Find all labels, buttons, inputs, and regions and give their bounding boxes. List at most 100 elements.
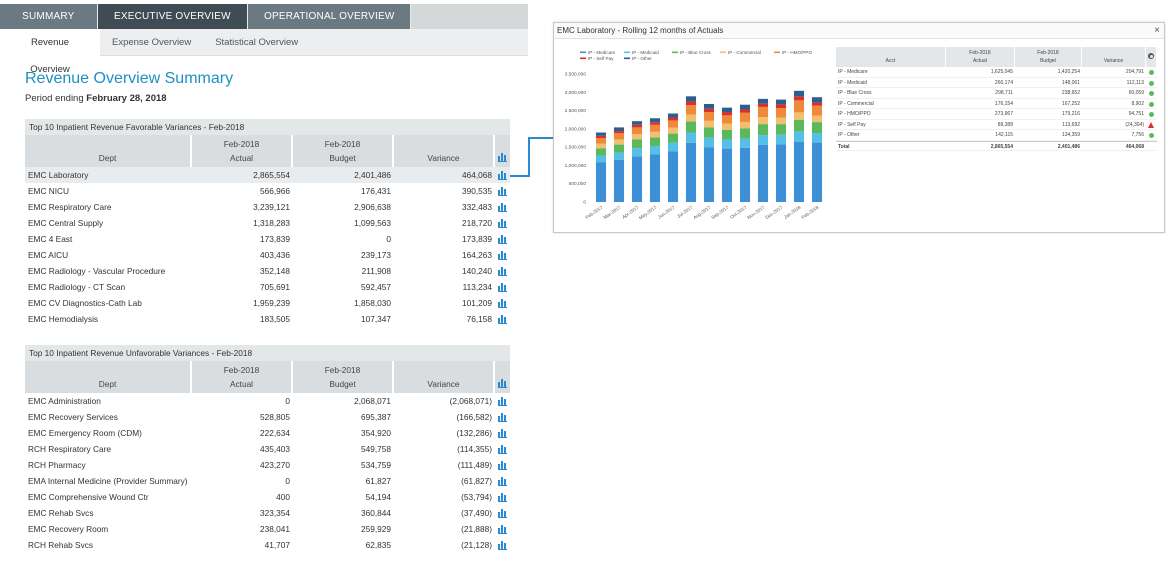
x-tick-label: Jun-2017 [657, 204, 676, 219]
bar-chart-icon[interactable] [498, 509, 507, 518]
table-row[interactable]: EMC Comprehensive Wound Ctr 400 54,194 (53,… [25, 489, 510, 505]
bar-chart-icon[interactable] [498, 171, 507, 180]
bar-chart-icon[interactable] [498, 413, 507, 422]
table-row[interactable]: RCH Respiratory Care 435,403 549,758 (114,3… [25, 441, 510, 457]
bar-chart-icon[interactable] [498, 541, 507, 550]
table-row[interactable]: EMC Rehab Svcs 323,354 360,844 (37,490) [25, 505, 510, 521]
cell-chart[interactable] [495, 247, 510, 263]
cell-variance: 164,263 [462, 250, 492, 260]
table-row[interactable]: EMC Respiratory Care 3,239,121 2,906,638 33… [25, 199, 510, 215]
cell-variance: (2,068,071) [449, 396, 492, 406]
table-row[interactable]: EMC Recovery Services 528,805 695,387 (166,… [25, 409, 510, 425]
bar-segment [811, 115, 823, 123]
table-row[interactable]: EMC Emergency Room (CDM) 222,634 354,920 (1… [25, 425, 510, 441]
legend-swatch [580, 57, 586, 60]
bar-chart-icon[interactable] [498, 525, 507, 534]
bar-chart-icon[interactable] [498, 299, 507, 308]
table-row[interactable]: EMC Administration 0 2,068,071 (2,068,071) [25, 393, 510, 409]
col-budget[interactable]: Feb-2018 Budget [293, 361, 394, 393]
bar-chart-icon[interactable] [498, 315, 507, 324]
bar-chart-icon[interactable] [498, 283, 507, 292]
col-variance[interactable]: Variance [1082, 47, 1146, 67]
cell-chart[interactable] [495, 183, 510, 199]
bar-chart-icon[interactable] [498, 461, 507, 470]
table-row[interactable]: EMC Radiology - CT Scan 705,691 592,457 113… [25, 279, 510, 295]
col-variance[interactable]: Variance [394, 361, 495, 393]
cell-chart[interactable] [495, 441, 510, 457]
bar-chart-icon[interactable] [498, 219, 507, 228]
table-row: IP - Self Pay 89,388 113,692 (24,304) [836, 120, 1157, 130]
col-variance[interactable]: Variance [394, 135, 495, 167]
y-tick-label: 2,500,000 [565, 108, 587, 114]
bar-chart-icon[interactable] [498, 397, 507, 406]
col-dept[interactable]: Dept [25, 135, 192, 167]
gear-icon[interactable] [1148, 53, 1154, 59]
table-row[interactable]: EMC Radiology - Vascular Procedure 352,14… [25, 263, 510, 279]
bar-chart-icon[interactable] [498, 235, 507, 244]
cell-chart[interactable] [495, 231, 510, 247]
table-row[interactable]: EMC Central Supply 1,318,283 1,099,563 218,… [25, 215, 510, 231]
bar-segment [631, 127, 643, 134]
close-icon[interactable]: × [1154, 25, 1160, 36]
subtab-revenue-overview[interactable]: Revenue Overview [0, 29, 100, 75]
tab-executive-overview[interactable]: EXECUTIVE OVERVIEW [97, 4, 248, 29]
table-row[interactable]: EMA Internal Medicine (Provider Summary)… [25, 473, 510, 489]
cell-chart[interactable] [495, 311, 510, 327]
table-row[interactable]: RCH Pharmacy 423,270 534,759 (111,489) [25, 457, 510, 473]
cell-budget: 62,835 [365, 540, 391, 550]
table-row[interactable]: EMC Laboratory 2,865,554 2,401,486 464,068 [25, 167, 510, 183]
bar-chart-icon[interactable] [498, 203, 507, 212]
table-row[interactable]: EMC CV Diagnostics-Cath Lab 1,959,239 1,85… [25, 295, 510, 311]
cell-chart[interactable] [495, 425, 510, 441]
subtab-expense-overview[interactable]: Expense Overview [112, 37, 192, 48]
cell-actual: 89,388 [997, 121, 1013, 128]
col-acct[interactable]: Acct [836, 47, 946, 67]
col-actual[interactable]: Feb-2018 Actual [192, 361, 293, 393]
bar-chart-icon[interactable] [498, 429, 507, 438]
cell-chart[interactable] [495, 279, 510, 295]
cell-chart[interactable] [495, 489, 510, 505]
col-budget[interactable]: Feb-2018 Budget [1015, 47, 1082, 67]
table-row[interactable]: EMC NICU 566,966 176,431 390,535 [25, 183, 510, 199]
table-row[interactable]: EMC AICU 403,436 239,173 164,263 [25, 247, 510, 263]
bar-segment [649, 137, 661, 147]
col-dept[interactable]: Dept [25, 361, 192, 393]
bar-chart-icon[interactable] [498, 267, 507, 276]
bar-chart-icon[interactable] [498, 493, 507, 502]
bar-chart-icon[interactable] [498, 445, 507, 454]
bar-chart-icon[interactable] [498, 477, 507, 486]
cell-chart[interactable] [495, 215, 510, 231]
table-row[interactable]: EMC Recovery Room 238,041 259,929 (21,888) [25, 521, 510, 537]
cell-dept: EMC Respiratory Care [28, 202, 112, 212]
cell-actual: 260,174 [994, 79, 1013, 86]
table-row[interactable]: EMC 4 East 173,839 0 173,839 [25, 231, 510, 247]
cell-chart[interactable] [495, 263, 510, 279]
cell-chart[interactable] [495, 167, 510, 183]
subtab-statistical-overview[interactable]: Statistical Overview [215, 37, 299, 48]
y-tick-label: 3,000,000 [565, 90, 587, 96]
tab-summary[interactable]: SUMMARY [0, 4, 97, 29]
col-actual[interactable]: Feb-2018 Actual [192, 135, 293, 167]
cell-chart[interactable] [495, 505, 510, 521]
table-row[interactable]: EMC Hemodialysis 183,505 107,347 76,158 [25, 311, 510, 327]
bar-chart-icon[interactable] [498, 187, 507, 196]
cell-chart[interactable] [495, 473, 510, 489]
table-row[interactable]: RCH Rehab Svcs 41,707 62,835 (21,128) [25, 537, 510, 553]
cell-chart[interactable] [495, 295, 510, 311]
cell-chart[interactable] [495, 521, 510, 537]
cell-chart[interactable] [495, 537, 510, 553]
col-actual[interactable]: Feb-2018 Actual [946, 47, 1015, 67]
cell-chart[interactable] [495, 457, 510, 473]
bar-chart-icon[interactable] [498, 251, 507, 260]
period-ending: Period ending February 28, 2018 [25, 93, 167, 104]
col-settings[interactable] [1146, 47, 1157, 67]
cell-chart[interactable] [495, 393, 510, 409]
cell-acct: IP - Medicaid [838, 79, 868, 86]
cell-variance: 390,535 [462, 186, 492, 196]
tab-operational-overview[interactable]: OPERATIONAL OVERVIEW [248, 4, 411, 29]
cell-actual: 705,691 [260, 282, 290, 292]
table-header: Dept Feb-2018 Actual Feb-2018 Budget Varia… [25, 361, 510, 393]
col-budget[interactable]: Feb-2018 Budget [293, 135, 394, 167]
cell-chart[interactable] [495, 199, 510, 215]
cell-chart[interactable] [495, 409, 510, 425]
